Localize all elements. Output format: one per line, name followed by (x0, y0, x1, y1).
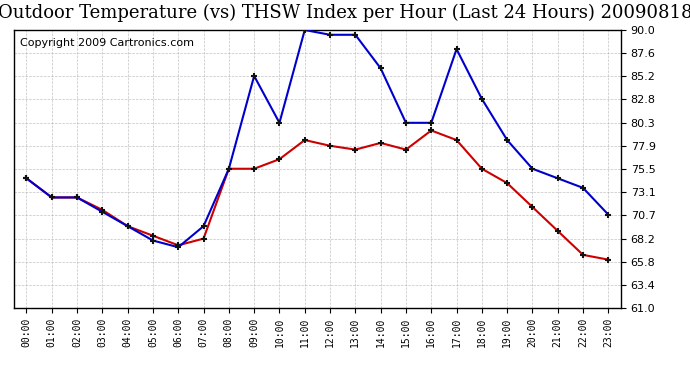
Text: Copyright 2009 Cartronics.com: Copyright 2009 Cartronics.com (20, 38, 194, 48)
Text: Outdoor Temperature (vs) THSW Index per Hour (Last 24 Hours) 20090818: Outdoor Temperature (vs) THSW Index per … (0, 4, 690, 22)
